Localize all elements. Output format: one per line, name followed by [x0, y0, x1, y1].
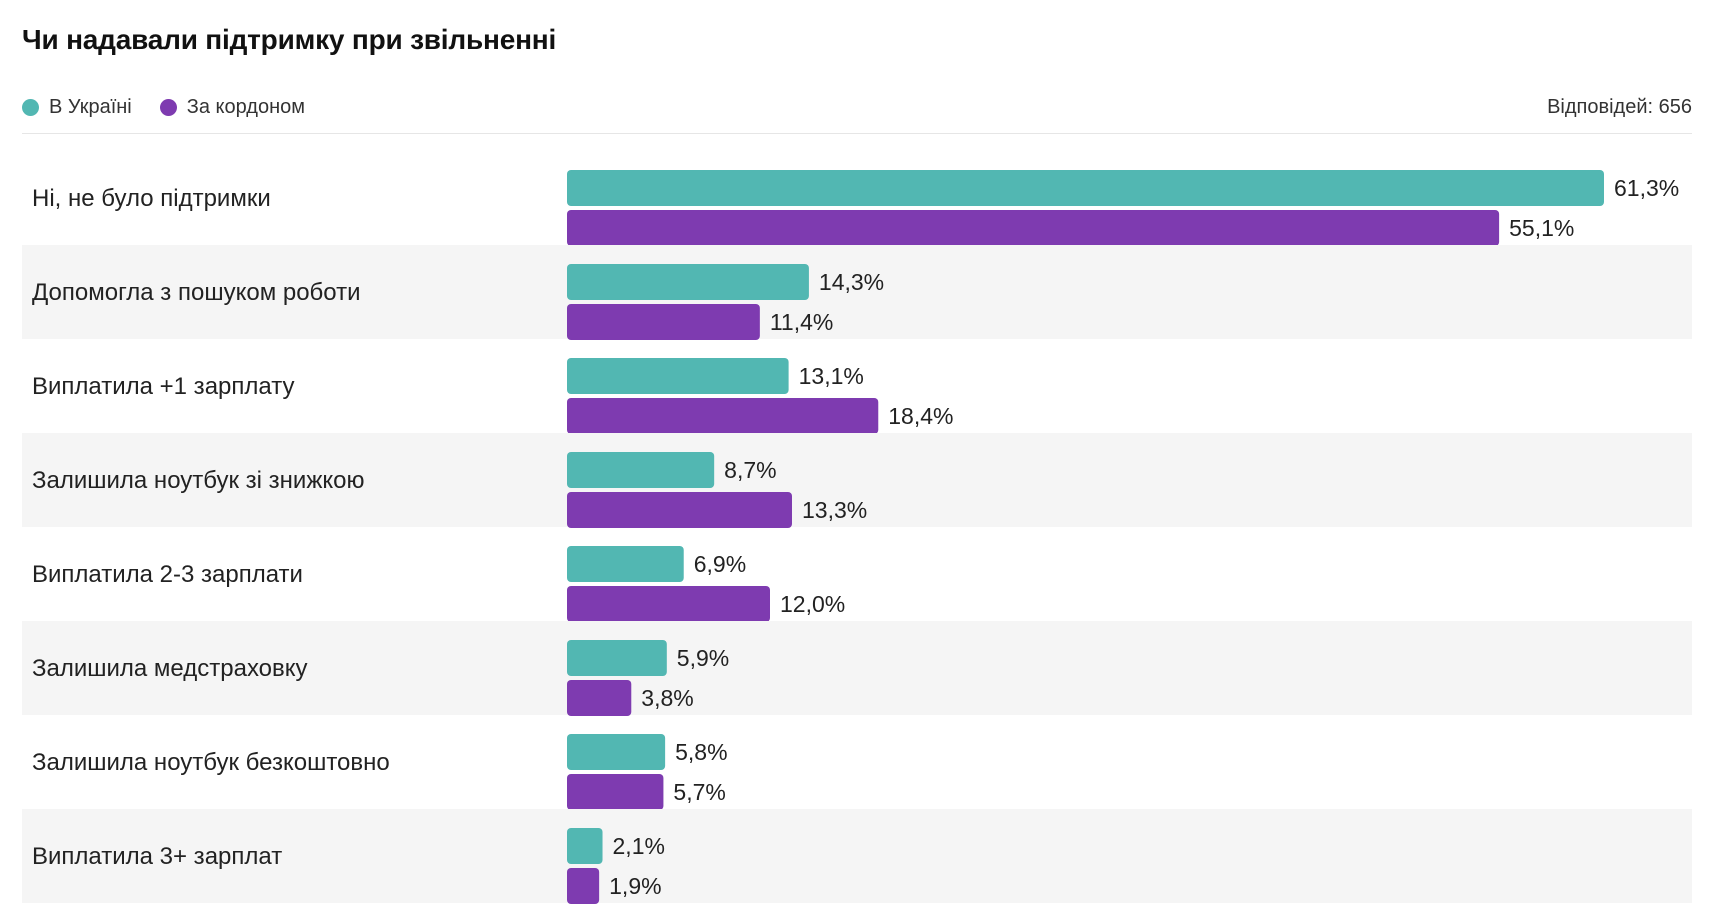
- legend-dot-ukraine: [22, 99, 39, 116]
- value-label-abroad: 1,9%: [609, 873, 661, 899]
- bar-ukraine: [567, 640, 667, 676]
- category-label: Залишила ноутбук зі знижкою: [32, 467, 364, 494]
- value-label-ukraine: 14,3%: [819, 269, 884, 295]
- legend-label-abroad: За кордоном: [186, 96, 305, 118]
- legend-divider: [22, 133, 1692, 134]
- bar-abroad: [567, 398, 879, 434]
- value-label-abroad: 5,7%: [673, 779, 725, 805]
- value-label-ukraine: 5,8%: [675, 739, 727, 765]
- category-label: Залишила ноутбук безкоштовно: [32, 749, 390, 776]
- category-label: Ні, не було підтримки: [32, 185, 271, 212]
- category-label: Допомогла з пошуком роботи: [32, 279, 361, 306]
- legend-dot-abroad: [159, 99, 177, 116]
- category-label: Виплатила 3+ зарплат: [32, 843, 282, 870]
- value-label-ukraine: 6,9%: [694, 551, 746, 577]
- bar-abroad: [567, 774, 664, 810]
- row-background: [22, 621, 1692, 715]
- legend-item-ukraine: В Україні: [22, 96, 132, 119]
- bar-abroad: [567, 210, 1500, 246]
- value-label-ukraine: 61,3%: [1614, 175, 1679, 201]
- bar-abroad: [567, 680, 632, 716]
- row-background: [22, 245, 1692, 339]
- value-label-ukraine: 2,1%: [613, 833, 665, 859]
- bar-ukraine: [567, 170, 1604, 206]
- row-background: [22, 809, 1692, 903]
- responses-count: Відповідей: 656: [1547, 96, 1692, 118]
- category-label: Виплатила 2-3 зарплати: [32, 561, 303, 588]
- value-label-ukraine: 13,1%: [799, 363, 864, 389]
- bar-abroad: [567, 868, 600, 904]
- bar-ukraine: [567, 452, 715, 488]
- value-label-abroad: 18,4%: [888, 403, 953, 429]
- bar-abroad: [567, 304, 760, 340]
- value-label-ukraine: 5,9%: [677, 645, 729, 671]
- legend-item-abroad: За кордоном: [159, 96, 305, 119]
- bar-ukraine: [567, 264, 809, 300]
- chart-title: Чи надавали підтримку при звільненні: [22, 24, 557, 55]
- value-label-abroad: 12,0%: [780, 591, 845, 617]
- value-label-ukraine: 8,7%: [724, 457, 776, 483]
- category-label: Виплатила +1 зарплату: [32, 373, 294, 400]
- category-label: Залишила медстраховку: [32, 655, 308, 682]
- value-label-abroad: 13,3%: [802, 497, 867, 523]
- legend: В Україні За кордоном: [22, 96, 333, 119]
- legend-label-ukraine: В Україні: [49, 96, 132, 118]
- value-label-abroad: 55,1%: [1509, 215, 1574, 241]
- row-background: [22, 433, 1692, 527]
- bar-ukraine: [567, 734, 666, 770]
- bar-ukraine: [567, 358, 789, 394]
- value-label-abroad: 3,8%: [641, 685, 693, 711]
- bar-ukraine: [567, 828, 603, 864]
- value-label-abroad: 11,4%: [770, 309, 834, 335]
- bar-ukraine: [567, 546, 684, 582]
- bar-abroad: [567, 492, 792, 528]
- bar-abroad: [567, 586, 771, 622]
